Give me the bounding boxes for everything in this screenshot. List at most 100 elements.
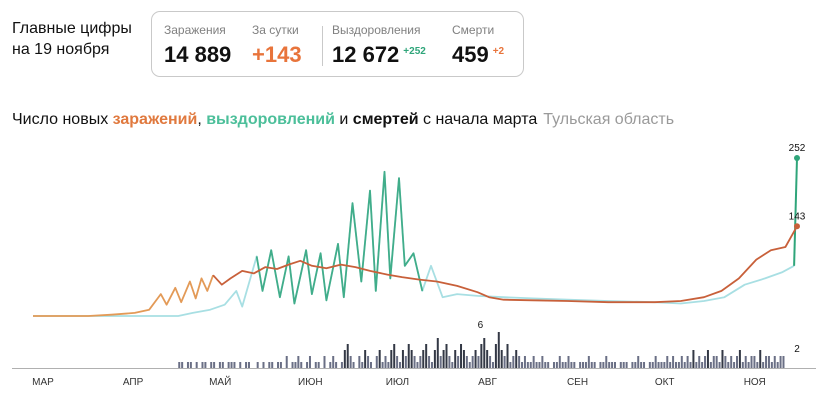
- stat-cases-value: 14 889: [164, 42, 232, 67]
- deaths-bar: [605, 356, 608, 368]
- deaths-bar: [512, 356, 515, 368]
- deaths-bar: [663, 362, 666, 368]
- deaths-bar: [358, 356, 361, 368]
- deaths-bar: [573, 362, 576, 368]
- deaths-bar: [454, 350, 457, 368]
- deaths-bar: [503, 356, 506, 368]
- deaths-bar: [523, 356, 526, 368]
- chart-title-cases: заражений: [112, 111, 198, 128]
- stat-daily-value: +143: [252, 42, 302, 67]
- deaths-bar: [195, 362, 198, 368]
- deaths-bar: [631, 362, 634, 368]
- stat-recovered: Выздоровления 12 672 +252: [332, 23, 426, 68]
- deaths-bar: [561, 362, 564, 368]
- deaths-bar: [317, 362, 320, 368]
- deaths-bar: [759, 350, 762, 368]
- deaths-bar: [457, 356, 460, 368]
- deaths-bar: [715, 356, 718, 368]
- deaths-bar: [306, 362, 309, 368]
- deaths-bar: [480, 344, 483, 368]
- deaths-bar: [323, 356, 326, 368]
- x-tick-label: АВГ: [478, 377, 497, 388]
- stat-deaths: Смерти 459 +2: [452, 23, 504, 68]
- stat-deaths-delta: +2: [492, 46, 505, 57]
- deaths-bar: [486, 350, 489, 368]
- deaths-bar: [445, 344, 448, 368]
- deaths-bar: [599, 362, 602, 368]
- deaths-bar: [343, 350, 346, 368]
- deaths-bar: [308, 356, 311, 368]
- deaths-bar: [416, 362, 419, 368]
- deaths-bar: [230, 362, 233, 368]
- deaths-bar: [698, 356, 701, 368]
- deaths-bar: [375, 356, 378, 368]
- recovered-line-peak: [255, 170, 424, 305]
- stat-daily-label: За сутки: [252, 23, 299, 37]
- stat-recovered-value: 12 672: [332, 42, 400, 67]
- deaths-bar: [221, 362, 224, 368]
- deaths-bar: [186, 362, 189, 368]
- cases-annotation-label: 143: [789, 211, 806, 222]
- deaths-bar: [637, 356, 640, 368]
- deaths-bar: [500, 350, 503, 368]
- stat-deaths-value: 459: [452, 42, 489, 67]
- deaths-bar: [268, 362, 271, 368]
- deaths-bar: [704, 356, 707, 368]
- deaths-bar: [552, 362, 555, 368]
- deaths-bar: [387, 362, 390, 368]
- deaths-bar: [428, 356, 431, 368]
- deaths-bar: [753, 356, 756, 368]
- deaths-bar: [643, 362, 646, 368]
- deaths-bar: [776, 362, 779, 368]
- deaths-bar: [181, 362, 184, 368]
- deaths-bar: [602, 362, 605, 368]
- deaths-bar: [477, 356, 480, 368]
- deaths-bar: [567, 356, 570, 368]
- deaths-bar: [404, 356, 407, 368]
- deaths-bar: [660, 362, 663, 368]
- deaths-bar: [779, 356, 782, 368]
- deaths-bar: [619, 362, 622, 368]
- deaths-annotation-label: 6: [478, 320, 484, 331]
- deaths-bar: [535, 362, 538, 368]
- deaths-bar: [506, 344, 509, 368]
- x-tick-label: НОЯ: [744, 377, 766, 388]
- deaths-bar: [587, 356, 590, 368]
- deaths-bar: [390, 350, 393, 368]
- deaths-bar: [584, 362, 587, 368]
- deaths-bar: [622, 362, 625, 368]
- deaths-bar: [361, 362, 364, 368]
- deaths-bar: [494, 344, 497, 368]
- stat-recovered-value-row: 12 672 +252: [332, 42, 426, 68]
- deaths-bar: [648, 362, 651, 368]
- deaths-bar: [611, 362, 614, 368]
- deaths-bar: [239, 362, 242, 368]
- deaths-bar: [439, 356, 442, 368]
- deaths-bar: [738, 350, 741, 368]
- deaths-bar: [430, 362, 433, 368]
- deaths-bar: [526, 362, 529, 368]
- deaths-bar: [730, 356, 733, 368]
- deaths-bar: [346, 344, 349, 368]
- deaths-bar: [462, 350, 465, 368]
- chart-title-region: Тульская область: [543, 111, 675, 128]
- deaths-bar: [701, 362, 704, 368]
- deaths-bar: [178, 362, 181, 368]
- chart-title-sep2: и: [334, 111, 353, 128]
- deaths-bar: [558, 356, 561, 368]
- deaths-bar: [750, 356, 753, 368]
- stats-card: Заражения 14 889 За сутки +143 Выздоровл…: [151, 11, 524, 77]
- deaths-bar: [245, 362, 248, 368]
- deaths-bar: [425, 344, 428, 368]
- deaths-bar: [483, 338, 486, 368]
- deaths-bar: [762, 362, 765, 368]
- deaths-bar: [538, 362, 541, 368]
- deaths-bar: [407, 344, 410, 368]
- stat-daily: За сутки +143: [252, 23, 302, 68]
- deaths-bar: [756, 362, 759, 368]
- deaths-bar: [709, 362, 712, 368]
- deaths-bar: [724, 356, 727, 368]
- deaths-bar: [669, 362, 672, 368]
- deaths-bar: [349, 356, 352, 368]
- deaths-bar: [291, 362, 294, 368]
